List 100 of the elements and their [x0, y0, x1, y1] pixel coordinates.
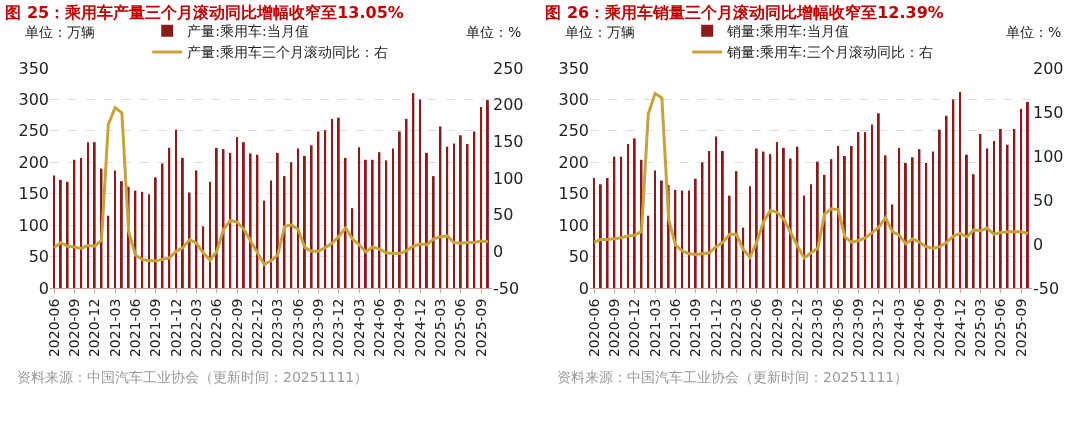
- x-tick-label: 2024-03: [350, 298, 367, 358]
- bar: [453, 143, 455, 288]
- bar: [114, 170, 117, 288]
- bar: [120, 181, 123, 288]
- bar: [222, 149, 225, 288]
- bar: [599, 184, 602, 288]
- y2-tick-label: 150: [1033, 102, 1064, 122]
- y2-tick-label: 100: [1033, 146, 1064, 166]
- bar: [810, 184, 812, 288]
- x-tick-label: 2022-12: [788, 298, 805, 358]
- bar: [392, 148, 394, 288]
- bar: [945, 115, 948, 288]
- x-tick-label: 2020-12: [626, 298, 643, 358]
- bar: [864, 132, 867, 288]
- bar: [837, 145, 840, 288]
- legend-label: 销量:乘用车:当月值: [726, 23, 849, 40]
- x-tick-label: 2021-12: [167, 298, 184, 358]
- x-tick-label: 2025-03: [432, 298, 449, 358]
- bar: [364, 159, 367, 288]
- y-tick-label: 200: [18, 152, 49, 172]
- bar: [358, 147, 361, 288]
- bar: [480, 106, 483, 288]
- bar: [236, 137, 239, 288]
- y2-tick-label: 50: [1033, 190, 1054, 210]
- bar: [324, 130, 327, 288]
- x-tick-label: 2023-03: [269, 298, 286, 358]
- bar: [993, 140, 995, 288]
- x-tick-label: 2025-03: [972, 298, 989, 358]
- x-tick-label: 2020-06: [585, 298, 602, 358]
- text: 资料来源：中国汽车工业协会（更新时间：20251111）: [557, 369, 909, 385]
- legend-label: 产量:乘用车:当月值: [187, 23, 309, 40]
- x-tick-label: 2023-09: [850, 298, 866, 358]
- bar: [972, 174, 975, 288]
- y-tick-label: 350: [558, 58, 589, 78]
- x-tick-label: 2024-12: [951, 298, 968, 358]
- bar: [633, 138, 636, 288]
- y2-tick-label: 0: [493, 241, 504, 261]
- bar: [270, 180, 272, 288]
- legend-label: 销量:乘用车:三个月滚动同比：右: [726, 44, 933, 61]
- y2-tick-label: 150: [493, 131, 524, 151]
- x-tick-label: 2020-06: [45, 298, 62, 358]
- x-tick-label: 2024-09: [931, 298, 948, 358]
- x-tick-label: 2021-06: [126, 298, 143, 358]
- bar: [432, 176, 435, 288]
- bar: [871, 124, 873, 288]
- bar: [337, 117, 340, 288]
- y-tick-label: 350: [18, 58, 49, 78]
- bar: [249, 153, 252, 288]
- bar: [620, 156, 623, 288]
- x-tick-label: 2022-03: [187, 298, 204, 358]
- bar: [371, 159, 374, 288]
- y-tick-label: 250: [18, 121, 49, 141]
- x-tick-label: 2021-06: [666, 298, 683, 358]
- x-tick-label: 2023-12: [870, 298, 887, 358]
- bar: [310, 145, 313, 288]
- x-tick-label: 2025-06: [992, 298, 1009, 358]
- bar: [959, 91, 962, 288]
- y-tick-label: 0: [578, 278, 589, 298]
- x-tick-label: 2022-06: [748, 298, 765, 358]
- x-tick-label: 2025-09: [1012, 298, 1029, 358]
- bar: [593, 178, 596, 288]
- bar: [303, 156, 306, 288]
- bar: [755, 148, 758, 288]
- bar: [398, 131, 401, 288]
- x-tick-label: 2020-12: [86, 298, 103, 358]
- bar: [850, 145, 853, 288]
- y-tick-label: 0: [38, 278, 49, 298]
- legend-label: 产量:乘用车三个月滚动同比：右: [187, 44, 388, 61]
- bar: [762, 151, 765, 288]
- bar: [242, 142, 245, 288]
- bar: [385, 160, 388, 288]
- bar: [660, 180, 663, 288]
- y2-tick-label: 100: [493, 168, 524, 188]
- bar: [1006, 144, 1009, 288]
- bar: [694, 178, 697, 288]
- bar: [93, 142, 96, 288]
- bar: [877, 113, 880, 288]
- x-tick-label: 2024-03: [890, 298, 907, 358]
- text: 资料来源：中国汽车工业协会（更新时间：20251111）: [17, 369, 369, 385]
- bar: [425, 152, 428, 288]
- bar: [175, 129, 178, 288]
- bar: [776, 142, 779, 288]
- y-tick-label: 100: [558, 215, 589, 235]
- bar: [728, 195, 731, 288]
- bar: [688, 190, 690, 288]
- bar: [419, 99, 422, 288]
- x-tick-label: 2021-03: [646, 298, 663, 358]
- bar: [466, 144, 469, 288]
- x-tick-label: 2020-09: [65, 298, 82, 358]
- bar: [276, 152, 279, 288]
- bar: [53, 175, 56, 288]
- bar: [843, 156, 846, 288]
- bar: [749, 186, 751, 288]
- bar: [884, 155, 887, 288]
- bar: [898, 147, 901, 288]
- y2-tick-label: 250: [493, 58, 524, 78]
- bar: [297, 148, 300, 288]
- x-tick-label: 2023-12: [330, 298, 347, 358]
- bar: [181, 157, 184, 288]
- chart-title: 图 25：乘用车产量三个月滚动同比增幅收窄至13.05%: [5, 2, 404, 22]
